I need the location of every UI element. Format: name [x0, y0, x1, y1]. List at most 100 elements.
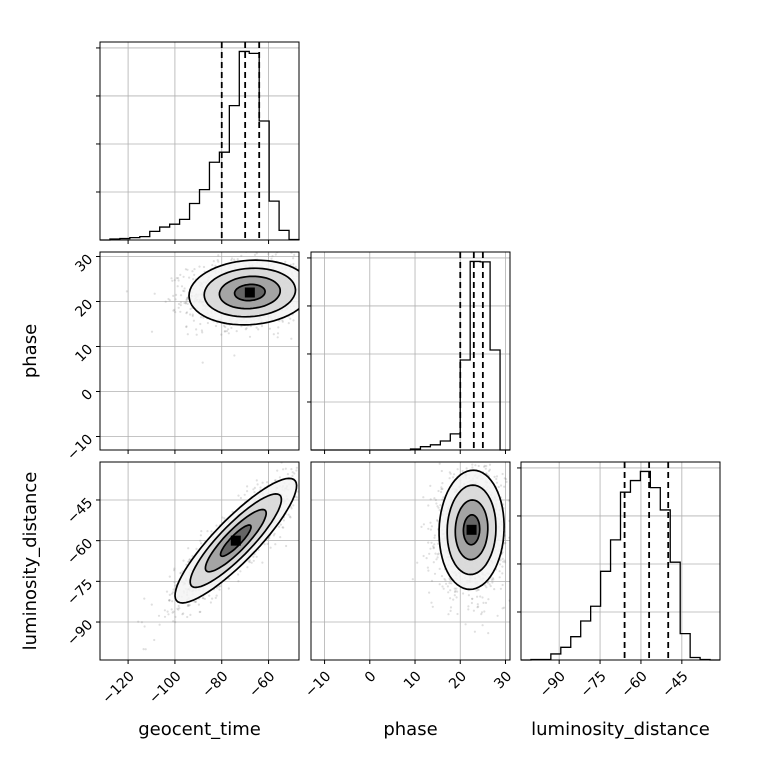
sample-point: [314, 481, 316, 483]
sample-point: [504, 541, 507, 545]
sample-point: [490, 578, 493, 582]
sample-point: [195, 328, 198, 331]
sample-point: [501, 565, 504, 568]
sample-point: [505, 480, 508, 483]
sample-point: [239, 570, 242, 573]
sample-point: [319, 285, 321, 287]
density-contour: [189, 493, 283, 589]
sample-point: [476, 606, 479, 609]
sample-point: [172, 588, 175, 591]
sample-point: [187, 560, 190, 563]
sample-point: [245, 327, 248, 330]
sample-point: [512, 559, 514, 561]
sample-point: [271, 255, 274, 258]
sample-point: [313, 470, 315, 472]
sample-point: [455, 587, 458, 590]
sample-point: [333, 299, 335, 301]
sample-point: [200, 530, 203, 533]
sample-point: [449, 597, 452, 600]
histogram-phase: [311, 260, 510, 451]
sample-point: [224, 330, 227, 333]
sample-point: [244, 328, 247, 331]
x-axis-label: geocent_time: [138, 719, 261, 740]
sample-point: [185, 325, 188, 328]
sample-point: [300, 491, 302, 493]
sample-point: [250, 561, 253, 564]
sample-point: [501, 557, 504, 561]
sample-point: [489, 585, 492, 588]
sample-point: [444, 579, 447, 582]
sample-point: [483, 464, 486, 467]
sample-point: [481, 624, 484, 627]
sample-point: [284, 467, 287, 470]
sample-point: [219, 585, 222, 588]
sample-point: [477, 588, 480, 592]
sample-point: [277, 326, 280, 329]
sample-point: [299, 481, 301, 483]
sample-point: [441, 498, 444, 501]
sample-point: [180, 285, 184, 288]
sample-point: [178, 607, 181, 610]
sample-point: [253, 253, 257, 256]
sample-point: [499, 563, 502, 566]
sample-point: [312, 280, 314, 282]
sample-point: [433, 572, 437, 575]
sample-point: [434, 552, 437, 555]
sample-point: [422, 496, 425, 499]
x-tick-label: −100: [146, 668, 185, 707]
sample-point: [179, 301, 182, 304]
sample-point: [300, 285, 302, 287]
sample-point: [200, 329, 203, 332]
sample-point: [476, 603, 479, 606]
sample-point: [449, 606, 453, 609]
sample-point: [304, 284, 306, 286]
sample-point: [185, 311, 189, 314]
sample-point: [227, 328, 230, 331]
sample-point: [175, 293, 178, 296]
sample-point: [304, 277, 306, 279]
sample-point: [454, 589, 457, 593]
sample-point: [290, 337, 293, 340]
sample-point: [300, 291, 302, 293]
sample-point: [441, 482, 444, 485]
sample-point: [182, 612, 185, 615]
sample-point: [427, 541, 430, 544]
sample-point: [502, 606, 506, 609]
sample-point: [304, 472, 306, 474]
sample-point: [307, 285, 309, 287]
sample-point: [193, 600, 196, 603]
sample-point: [187, 547, 190, 550]
panel-frame: [310, 251, 511, 451]
sample-point: [429, 547, 432, 550]
sample-point: [438, 567, 441, 571]
histogram-luminosity_distance: [521, 470, 720, 661]
sample-point: [436, 556, 439, 559]
sample-point: [430, 579, 434, 583]
density-contour: [218, 275, 282, 310]
sample-point: [218, 588, 221, 591]
sample-point: [433, 534, 436, 537]
sample-point: [455, 596, 458, 599]
sample-point: [487, 632, 490, 635]
x-tick-label: 10: [401, 668, 425, 692]
sample-point: [230, 326, 233, 329]
sample-point: [422, 523, 425, 526]
sample-point: [492, 578, 495, 581]
sample-point: [286, 473, 289, 476]
sample-point: [439, 504, 442, 507]
sample-point: [186, 296, 189, 300]
sample-point: [224, 325, 227, 329]
sample-point: [281, 526, 284, 529]
sample-point: [430, 541, 433, 544]
sample-point: [420, 525, 423, 529]
sample-point: [440, 469, 443, 473]
sample-point: [173, 308, 176, 311]
sample-point: [201, 331, 204, 334]
sample-point: [179, 572, 182, 575]
y-tick-label: 20: [72, 296, 96, 320]
sample-point: [453, 587, 456, 590]
sample-point: [228, 577, 231, 580]
sample-point: [193, 268, 196, 271]
sample-point: [303, 278, 305, 280]
